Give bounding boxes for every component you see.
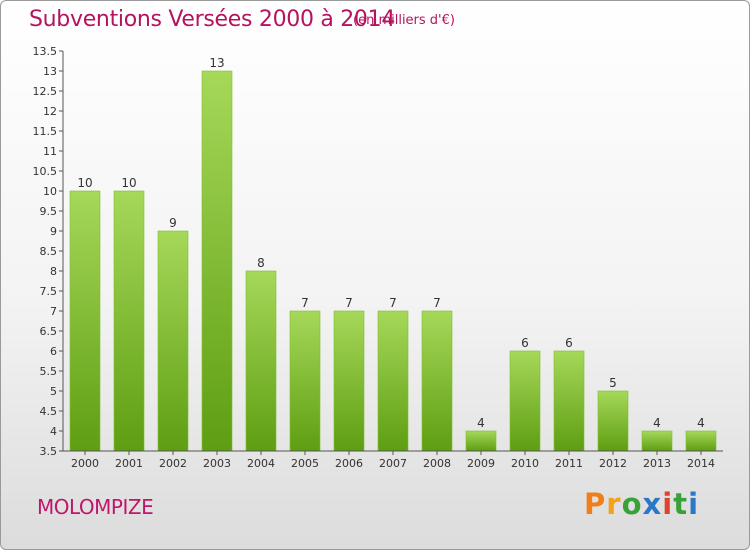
data-label: 7 xyxy=(345,296,353,310)
y-tick-label: 9 xyxy=(50,225,57,238)
y-tick-label: 12 xyxy=(43,105,57,118)
data-label: 7 xyxy=(301,296,309,310)
y-tick-label: 4 xyxy=(50,425,57,438)
bar-2006 xyxy=(333,310,365,452)
x-tick-label: 2007 xyxy=(379,457,407,470)
logo-letter: t xyxy=(673,487,689,521)
data-label: 7 xyxy=(389,296,397,310)
y-tick-label: 8 xyxy=(50,265,57,278)
logo-letter: o xyxy=(621,487,643,521)
y-tick-label: 10.5 xyxy=(33,165,58,178)
y-tick-label: 13 xyxy=(43,65,57,78)
x-tick-label: 2011 xyxy=(555,457,583,470)
y-tick-label: 9.5 xyxy=(40,205,58,218)
x-tick-label: 2002 xyxy=(159,457,187,470)
data-label: 6 xyxy=(565,336,573,350)
y-tick-label: 11 xyxy=(43,145,57,158)
x-tick-label: 2014 xyxy=(687,457,715,470)
bar-2013 xyxy=(641,430,673,452)
bar-2004 xyxy=(245,270,277,452)
x-tick-label: 2006 xyxy=(335,457,363,470)
chart-title: Subventions Versées 2000 à 2014 xyxy=(29,7,396,32)
bar-2003 xyxy=(201,70,233,452)
y-tick-label: 7 xyxy=(50,305,57,318)
x-tick-label: 2008 xyxy=(423,457,451,470)
bar-2007 xyxy=(377,310,409,452)
logo-letter: i xyxy=(688,487,700,521)
data-label: 8 xyxy=(257,256,265,270)
y-tick-label: 4.5 xyxy=(40,405,58,418)
y-tick-label: 5 xyxy=(50,385,57,398)
chart-subtitle: (en milliers d'€) xyxy=(353,13,455,28)
y-tick-label: 12.5 xyxy=(33,85,58,98)
bar-2001 xyxy=(113,190,145,452)
bar-2008 xyxy=(421,310,453,452)
x-tick-label: 2012 xyxy=(599,457,627,470)
bar-2002 xyxy=(157,230,189,452)
y-tick-label: 6 xyxy=(50,345,57,358)
y-tick-label: 10 xyxy=(43,185,57,198)
bar-2000 xyxy=(69,190,101,452)
bar-2014 xyxy=(685,430,717,452)
data-label: 5 xyxy=(609,376,617,390)
x-tick-label: 2000 xyxy=(71,457,99,470)
x-tick-label: 2013 xyxy=(643,457,671,470)
bar-2012 xyxy=(597,390,629,452)
y-tick-label: 5.5 xyxy=(40,365,58,378)
bar-2011 xyxy=(553,350,585,452)
x-tick-label: 2005 xyxy=(291,457,319,470)
data-label: 6 xyxy=(521,336,529,350)
proxiti-logo: Proxiti xyxy=(584,487,699,521)
logo-letter: r xyxy=(606,487,622,521)
y-tick-label: 7.5 xyxy=(40,285,58,298)
data-label: 4 xyxy=(477,416,485,430)
data-label: 4 xyxy=(697,416,705,430)
x-tick-label: 2010 xyxy=(511,457,539,470)
data-label: 9 xyxy=(169,216,177,230)
y-tick-label: 13.5 xyxy=(33,45,58,58)
bar-2009 xyxy=(465,430,497,452)
x-tick-label: 2003 xyxy=(203,457,231,470)
logo-letter: x xyxy=(642,487,663,521)
y-tick-label: 3.5 xyxy=(40,445,58,458)
logo-letter: i xyxy=(662,487,674,521)
bar-2010 xyxy=(509,350,541,452)
data-label: 10 xyxy=(77,176,92,190)
logo-letter: P xyxy=(584,487,607,521)
y-tick-label: 6.5 xyxy=(40,325,58,338)
data-label: 7 xyxy=(433,296,441,310)
data-label: 4 xyxy=(653,416,661,430)
commune-name: MOLOMPIZE xyxy=(37,495,154,519)
x-tick-label: 2004 xyxy=(247,457,275,470)
data-label: 13 xyxy=(209,56,224,70)
data-label: 10 xyxy=(121,176,136,190)
bar-2005 xyxy=(289,310,321,452)
x-tick-label: 2001 xyxy=(115,457,143,470)
y-tick-label: 8.5 xyxy=(40,245,58,258)
x-tick-label: 2009 xyxy=(467,457,495,470)
y-tick-label: 11.5 xyxy=(33,125,58,138)
